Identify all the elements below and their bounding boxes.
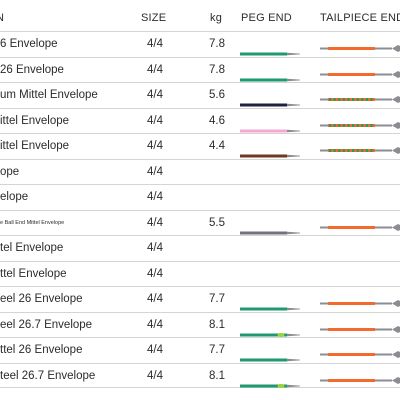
string-name-text: eel 26.7 Envelope bbox=[0, 318, 93, 331]
table-row: 6 Envelope 4/4 7.8 bbox=[0, 31, 400, 56]
string-name-text: ope bbox=[0, 165, 20, 178]
table-row: ttel Envelope 4/4 bbox=[0, 260, 400, 286]
tension-kg-value bbox=[203, 262, 225, 286]
string-name-text: ittel Envelope bbox=[0, 114, 70, 127]
string-name-text: elope bbox=[0, 191, 29, 203]
size-value: 4/4 bbox=[147, 191, 163, 203]
header-size: SIZE bbox=[141, 12, 167, 24]
size-value: 4/4 bbox=[147, 216, 163, 229]
tailpiece-end-swatch bbox=[320, 295, 400, 307]
string-name: elope bbox=[0, 185, 138, 209]
size-value: 4/4 bbox=[147, 369, 163, 382]
tension-kg-value bbox=[203, 160, 225, 184]
tailpiece-end-swatch bbox=[320, 91, 400, 103]
tension-kg-value: 5.5 bbox=[209, 216, 225, 229]
string-name: tel Envelope bbox=[0, 236, 138, 260]
table-row: 26 Envelope 4/4 7.8 bbox=[0, 56, 400, 82]
tension-kg-value: 8.1 bbox=[209, 318, 225, 331]
string-name: eel 26 Envelope bbox=[0, 287, 138, 311]
tension-kg-value bbox=[203, 236, 225, 260]
peg-end-swatch bbox=[240, 298, 300, 311]
size-value: 4/4 bbox=[147, 293, 163, 305]
table-row: ittel Envelope 4/4 4.4 bbox=[0, 133, 400, 158]
string-name-text: um Mittel Envelope bbox=[0, 89, 98, 101]
peg-end-swatch bbox=[240, 324, 300, 337]
string-name-text: 26 Envelope bbox=[0, 63, 64, 76]
tension-kg-value: 7.7 bbox=[209, 293, 225, 305]
string-name: um Mittel Envelope bbox=[0, 83, 138, 107]
tension-kg-value: 5.6 bbox=[209, 89, 225, 101]
string-name: ope bbox=[0, 160, 138, 184]
tension-kg-value: 8.1 bbox=[209, 369, 225, 382]
tailpiece-end-swatch bbox=[320, 40, 400, 52]
string-name-text: eel 26 Envelope bbox=[0, 293, 83, 305]
peg-end-swatch bbox=[240, 145, 300, 158]
string-name: 6 Envelope bbox=[0, 32, 138, 56]
string-name-text: ttel 26 Envelope bbox=[0, 344, 83, 356]
tailpiece-end-swatch bbox=[320, 372, 400, 384]
table-row: e Ball End Mittel Envelope 4/4 5.5 bbox=[0, 209, 400, 235]
table-row: ittel Envelope 4/4 4.6 bbox=[0, 107, 400, 133]
size-value: 4/4 bbox=[147, 114, 163, 127]
string-name-text: tel Envelope bbox=[0, 242, 64, 254]
size-value: 4/4 bbox=[147, 165, 163, 178]
table-row: tel Envelope 4/4 bbox=[0, 235, 400, 260]
table-row: eel 26.7 Envelope 4/4 8.1 bbox=[0, 311, 400, 337]
string-name: 26 Envelope bbox=[0, 58, 138, 82]
peg-end-swatch bbox=[240, 222, 300, 234]
tension-kg-value: 4.6 bbox=[209, 114, 225, 127]
string-name-text: ttel Envelope bbox=[0, 267, 67, 280]
tailpiece-end-swatch bbox=[320, 142, 400, 154]
header-peg-end: PEG END bbox=[241, 12, 292, 24]
size-value: 4/4 bbox=[147, 140, 163, 152]
peg-end-swatch bbox=[240, 349, 300, 362]
header-kg: kg bbox=[210, 12, 223, 24]
tension-kg-value: 7.8 bbox=[209, 38, 225, 50]
peg-end-swatch bbox=[240, 43, 300, 56]
size-value: 4/4 bbox=[147, 344, 163, 356]
peg-end-swatch bbox=[240, 375, 300, 388]
table-header: N SIZE kg PEG END TAILPIECE END bbox=[0, 0, 400, 31]
size-value: 4/4 bbox=[147, 267, 163, 280]
string-name: e Ball End Mittel Envelope bbox=[0, 211, 138, 235]
size-value: 4/4 bbox=[147, 318, 163, 331]
string-name: ttel 26 Envelope bbox=[0, 338, 138, 362]
tailpiece-end-swatch bbox=[320, 117, 400, 129]
peg-end-swatch bbox=[240, 120, 300, 132]
string-name: ittel Envelope bbox=[0, 109, 138, 133]
tension-kg-value: 7.8 bbox=[209, 63, 225, 76]
peg-end-swatch bbox=[240, 69, 300, 81]
size-value: 4/4 bbox=[147, 38, 163, 50]
table-row: ttel 26 Envelope 4/4 7.7 bbox=[0, 337, 400, 362]
header-name: N bbox=[0, 12, 4, 24]
peg-end-swatch bbox=[240, 94, 300, 107]
tension-kg-value: 4.4 bbox=[209, 140, 225, 152]
size-value: 4/4 bbox=[147, 89, 163, 101]
size-value: 4/4 bbox=[147, 242, 163, 254]
size-value: 4/4 bbox=[147, 63, 163, 76]
string-name: teel 26.7 Envelope bbox=[0, 364, 138, 388]
table-row: elope 4/4 bbox=[0, 184, 400, 209]
table-row: teel 26.7 Envelope 4/4 8.1 bbox=[0, 362, 400, 388]
string-name-text: ittel Envelope bbox=[0, 140, 70, 152]
tension-kg-value bbox=[203, 185, 225, 209]
string-name: ittel Envelope bbox=[0, 134, 138, 158]
tailpiece-end-swatch bbox=[320, 66, 400, 78]
string-name-text: 6 Envelope bbox=[0, 38, 58, 50]
string-name: eel 26.7 Envelope bbox=[0, 313, 138, 337]
header-tailpiece-end: TAILPIECE END bbox=[320, 12, 400, 24]
table-row: ope 4/4 bbox=[0, 158, 400, 184]
string-name-text: e Ball End Mittel Envelope bbox=[0, 219, 65, 226]
table-row: eel 26 Envelope 4/4 7.7 bbox=[0, 286, 400, 311]
string-name: ttel Envelope bbox=[0, 262, 138, 286]
table-row: um Mittel Envelope 4/4 5.6 bbox=[0, 82, 400, 107]
tension-kg-value: 7.7 bbox=[209, 344, 225, 356]
tailpiece-end-swatch bbox=[320, 219, 400, 231]
tailpiece-end-swatch bbox=[320, 321, 400, 333]
string-name-text: teel 26.7 Envelope bbox=[0, 369, 96, 382]
tailpiece-end-swatch bbox=[320, 346, 400, 358]
